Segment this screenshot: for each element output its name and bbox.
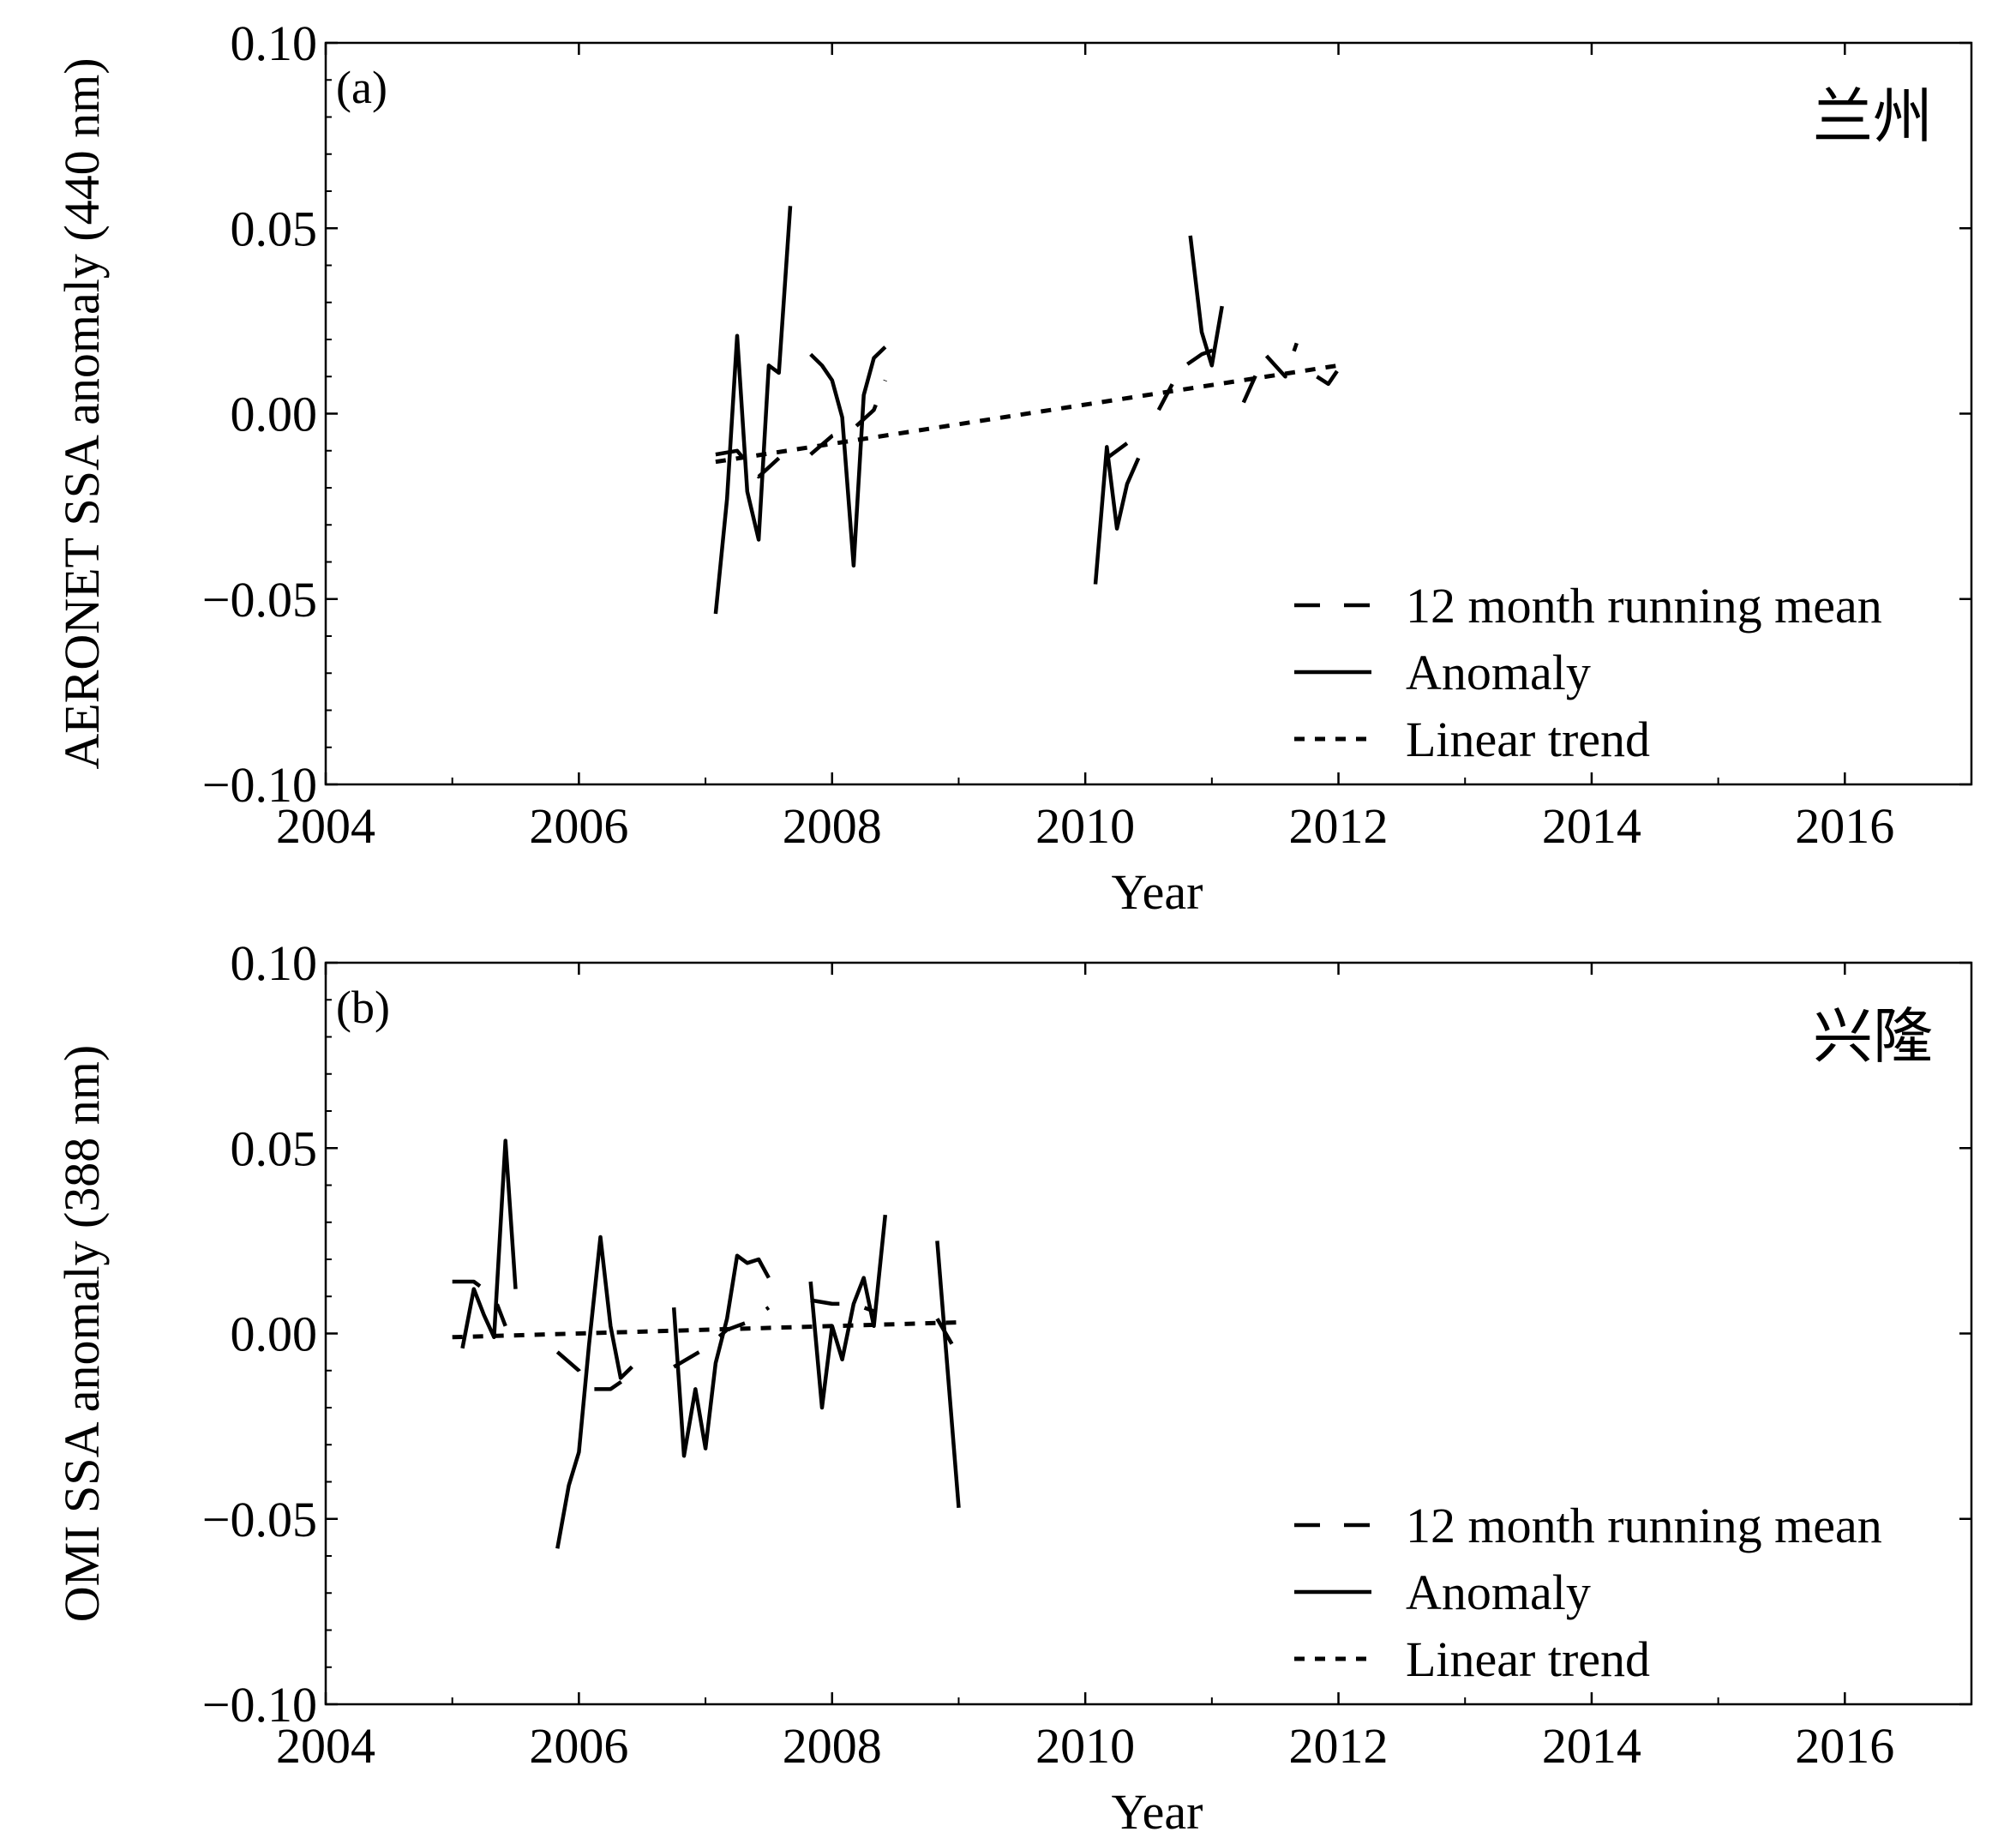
y-tick-label: −0.10 (202, 1677, 317, 1733)
x-tick-label: 2008 (783, 1718, 882, 1774)
series-line (715, 448, 781, 479)
y-tick-label: 0.00 (231, 387, 318, 442)
y-axis-title: OMI SSA anomaly (388 nm) (54, 1045, 110, 1622)
series-line (935, 1240, 961, 1508)
plot-frame (324, 961, 1973, 1706)
y-tick-label: 0.00 (231, 1306, 318, 1362)
series-solid (713, 206, 1224, 615)
panel-label: (b) (336, 982, 390, 1033)
series-line (452, 1279, 507, 1327)
y-tick-label: −0.05 (202, 1492, 317, 1547)
series-line (460, 1138, 518, 1349)
x-tick-label: 2006 (529, 798, 628, 854)
x-tick-label: 2012 (1289, 1718, 1389, 1774)
series-line (935, 1318, 961, 1357)
x-tick-label: 2004 (276, 798, 375, 854)
legend-entry: Anomaly (1406, 645, 1591, 700)
series-dashed (715, 342, 1341, 479)
series-solid (460, 1138, 961, 1549)
series-dotted (715, 363, 1339, 465)
x-tick-label: 2010 (1035, 1718, 1135, 1774)
legend-entry: 12 month running mean (1406, 1498, 1882, 1553)
series-line (555, 1234, 633, 1549)
y-tick-label: 0.05 (231, 201, 318, 256)
x-tick-label: 2016 (1795, 798, 1894, 854)
x-tick-label: 2016 (1795, 1718, 1894, 1774)
series-dotted (452, 1320, 959, 1340)
x-tick-label: 2008 (783, 798, 882, 854)
y-tick-label: 0.05 (231, 1120, 318, 1176)
series-line (1188, 235, 1224, 368)
legend-entry: 12 month running mean (1406, 578, 1882, 634)
series-line (809, 345, 887, 568)
x-axis-title: Year (1112, 864, 1203, 920)
x-tick-label: 2012 (1289, 798, 1389, 854)
legend-entry: Linear trend (1406, 712, 1650, 767)
y-axis-title: AERONET SSA anomaly (440 nm) (54, 57, 110, 769)
series-line (1093, 445, 1141, 585)
series-line (555, 1350, 633, 1391)
series-line (809, 379, 887, 456)
y-tick-label: −0.05 (202, 572, 317, 628)
series-line (810, 1298, 875, 1313)
series-line (715, 363, 1339, 465)
y-tick-label: 0.10 (231, 15, 318, 71)
x-tick-label: 2014 (1542, 1718, 1641, 1774)
series-dashed (452, 1279, 961, 1391)
x-tick-label: 2010 (1035, 798, 1135, 854)
series-line (1105, 441, 1129, 460)
series-line (808, 1214, 888, 1410)
legend-entry: Anomaly (1406, 1565, 1591, 1620)
panel-label: (a) (336, 62, 387, 113)
series-line (713, 206, 793, 615)
series-line (452, 1320, 959, 1340)
y-tick-label: −0.10 (202, 757, 317, 813)
series-line (673, 1306, 771, 1369)
legend-entry: Linear trend (1406, 1631, 1650, 1687)
series-line (671, 1253, 771, 1458)
y-tick-label: 0.10 (231, 935, 318, 991)
station-label: 兴隆 (1813, 1005, 1933, 1071)
x-tick-label: 2014 (1542, 798, 1641, 854)
x-axis-title: Year (1112, 1784, 1203, 1840)
series-line (1316, 368, 1341, 387)
station-label: 兰州 (1813, 85, 1933, 151)
x-tick-label: 2006 (529, 1718, 628, 1774)
plot-frame (324, 41, 1973, 786)
x-tick-label: 2004 (276, 1718, 375, 1774)
